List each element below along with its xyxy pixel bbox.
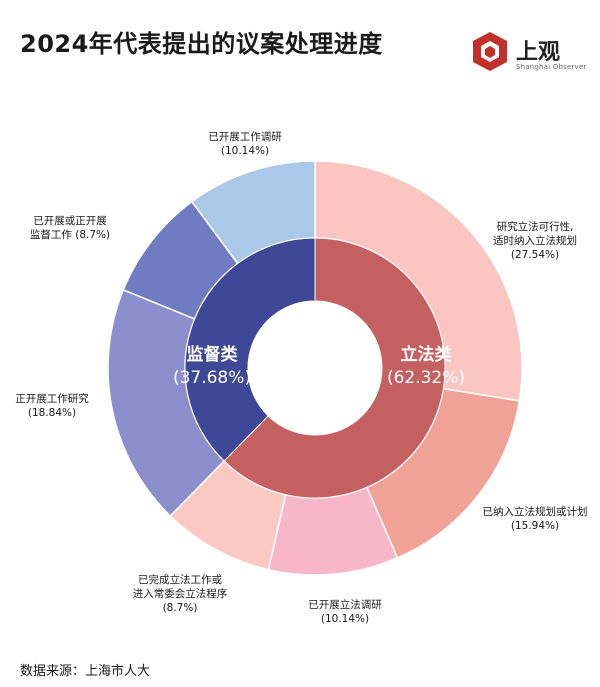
inner-label-1: 监督类 [187, 344, 239, 365]
inner-pct-label-0: (62.32%) [387, 368, 465, 388]
outer-label-2: 已开展立法调研(10.14%) [308, 598, 382, 625]
inner-slice-1 [184, 237, 316, 462]
outer-label-3: 已完成立法工作或进入常委会立法程序(8.7%) [133, 573, 228, 614]
brand-logo: 上观 Shanghai Observer [470, 30, 590, 80]
brand-emblem-icon [473, 32, 507, 71]
outer-label-4: 正开展工作研究(18.84%) [15, 392, 89, 419]
inner-slice-0 [223, 237, 446, 499]
outer-label-1: 已纳入立法规划或计划(15.94%) [483, 505, 588, 532]
outer-label-5: 已开展或正开展监督工作 (8.7%) [30, 215, 110, 241]
outer-label-0: 研究立法可行性,适时纳入立法规划(27.54%) [493, 220, 577, 261]
inner-label-0: 立法类 [401, 344, 453, 365]
brand-name: 上观 [516, 39, 561, 65]
data-source: 数据来源：上海市人大 [20, 664, 151, 679]
brand-subtitle: Shanghai Observer [516, 63, 587, 71]
outer-label-6: 已开展工作调研(10.14%) [208, 131, 282, 157]
inner-pct-label-1: (37.68%) [173, 368, 251, 388]
chart-title: 2024年代表提出的议案处理进度 [20, 30, 383, 58]
